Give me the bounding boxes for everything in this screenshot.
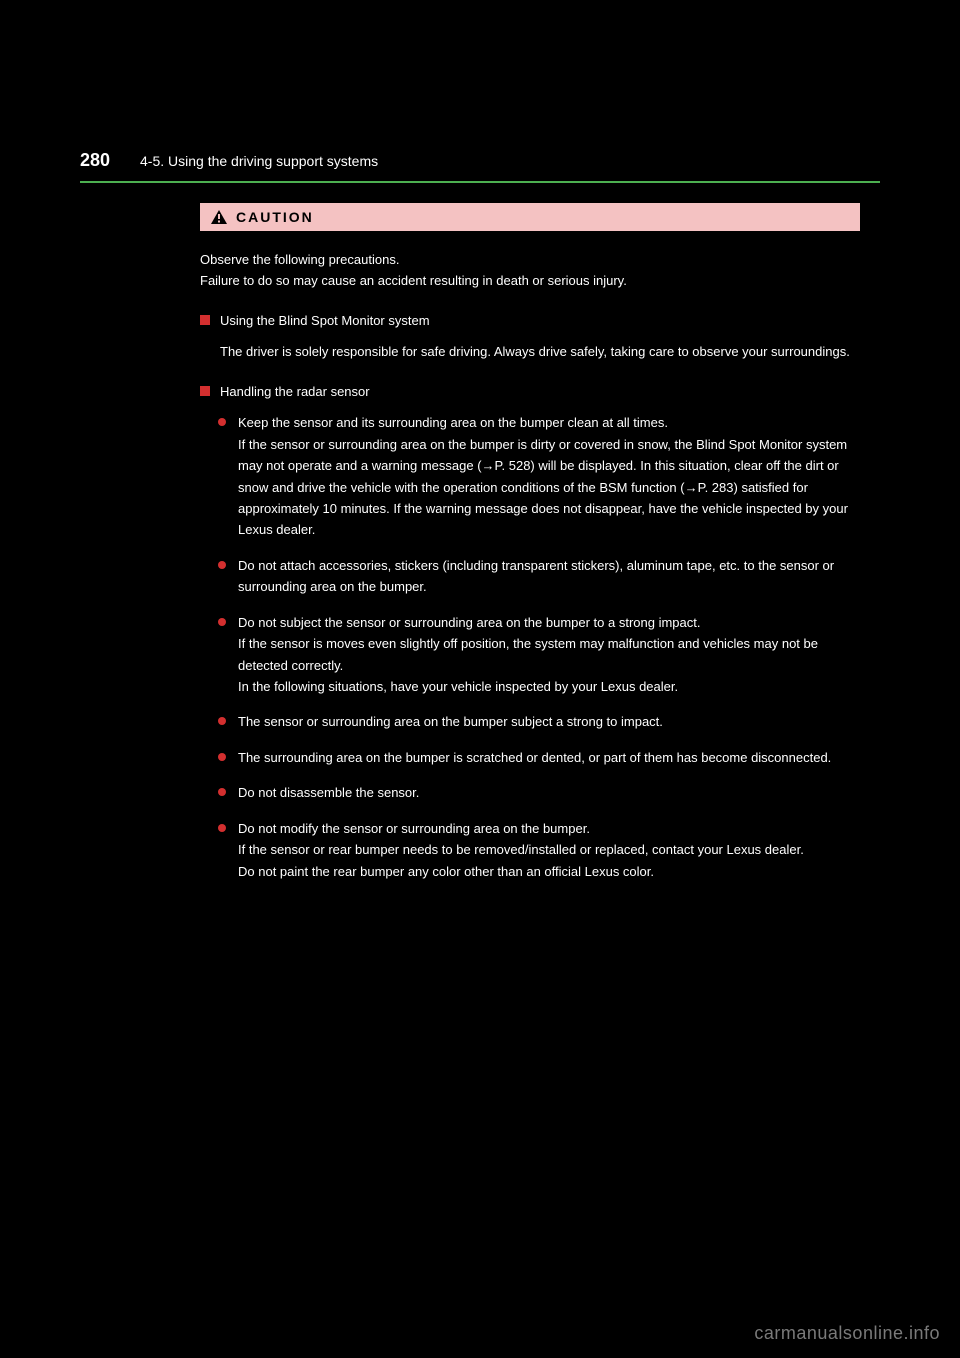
heading-text: Using the Blind Spot Monitor system — [220, 310, 430, 331]
caution-header: CAUTION — [200, 203, 860, 231]
bullet-text: Keep the sensor and its surrounding area… — [238, 412, 860, 541]
watermark: carmanualsonline.info — [754, 1323, 940, 1344]
red-square-icon — [200, 315, 210, 325]
caution-container: CAUTION Observe the following precaution… — [200, 203, 860, 882]
red-dot-icon — [218, 618, 226, 626]
warning-icon — [210, 209, 228, 225]
bullet-text: Do not subject the sensor or surrounding… — [238, 612, 860, 698]
manual-page: 280 4-5. Using the driving support syste… — [80, 150, 880, 896]
header-divider — [80, 181, 880, 183]
red-dot-icon — [218, 788, 226, 796]
heading-text: Handling the radar sensor — [220, 381, 370, 402]
red-dot-icon — [218, 717, 226, 725]
bullet-text: The sensor or surrounding area on the bu… — [238, 711, 860, 732]
bullet-text: Do not attach accessories, stickers (inc… — [238, 555, 860, 598]
red-square-icon — [200, 386, 210, 396]
red-dot-icon — [218, 561, 226, 569]
bullet-item: Do not modify the sensor or surrounding … — [218, 818, 860, 882]
red-dot-icon — [218, 418, 226, 426]
red-dot-icon — [218, 824, 226, 832]
section-heading: Using the Blind Spot Monitor system — [200, 310, 860, 331]
section-heading: Handling the radar sensor — [200, 381, 860, 402]
red-dot-icon — [218, 753, 226, 761]
page-header: 280 4-5. Using the driving support syste… — [80, 150, 880, 171]
bullet-text: Do not modify the sensor or surrounding … — [238, 818, 860, 882]
bullet-item: Keep the sensor and its surrounding area… — [218, 412, 860, 541]
bullet-text: Do not disassemble the sensor. — [238, 782, 860, 803]
section-body: The driver is solely responsible for saf… — [220, 341, 860, 362]
caution-label: CAUTION — [236, 209, 314, 225]
bullet-item: Do not attach accessories, stickers (inc… — [218, 555, 860, 598]
bullet-text: The surrounding area on the bumper is sc… — [238, 747, 860, 768]
caution-content: Observe the following precautions. Failu… — [200, 231, 860, 882]
caution-intro: Observe the following precautions. Failu… — [200, 249, 860, 292]
bullet-item: Do not subject the sensor or surrounding… — [218, 612, 860, 698]
section-reference: 4-5. Using the driving support systems — [140, 153, 378, 169]
page-number: 280 — [80, 150, 140, 171]
bullet-item: The surrounding area on the bumper is sc… — [218, 747, 860, 768]
bullet-item: The sensor or surrounding area on the bu… — [218, 711, 860, 732]
bullet-item: Do not disassemble the sensor. — [218, 782, 860, 803]
